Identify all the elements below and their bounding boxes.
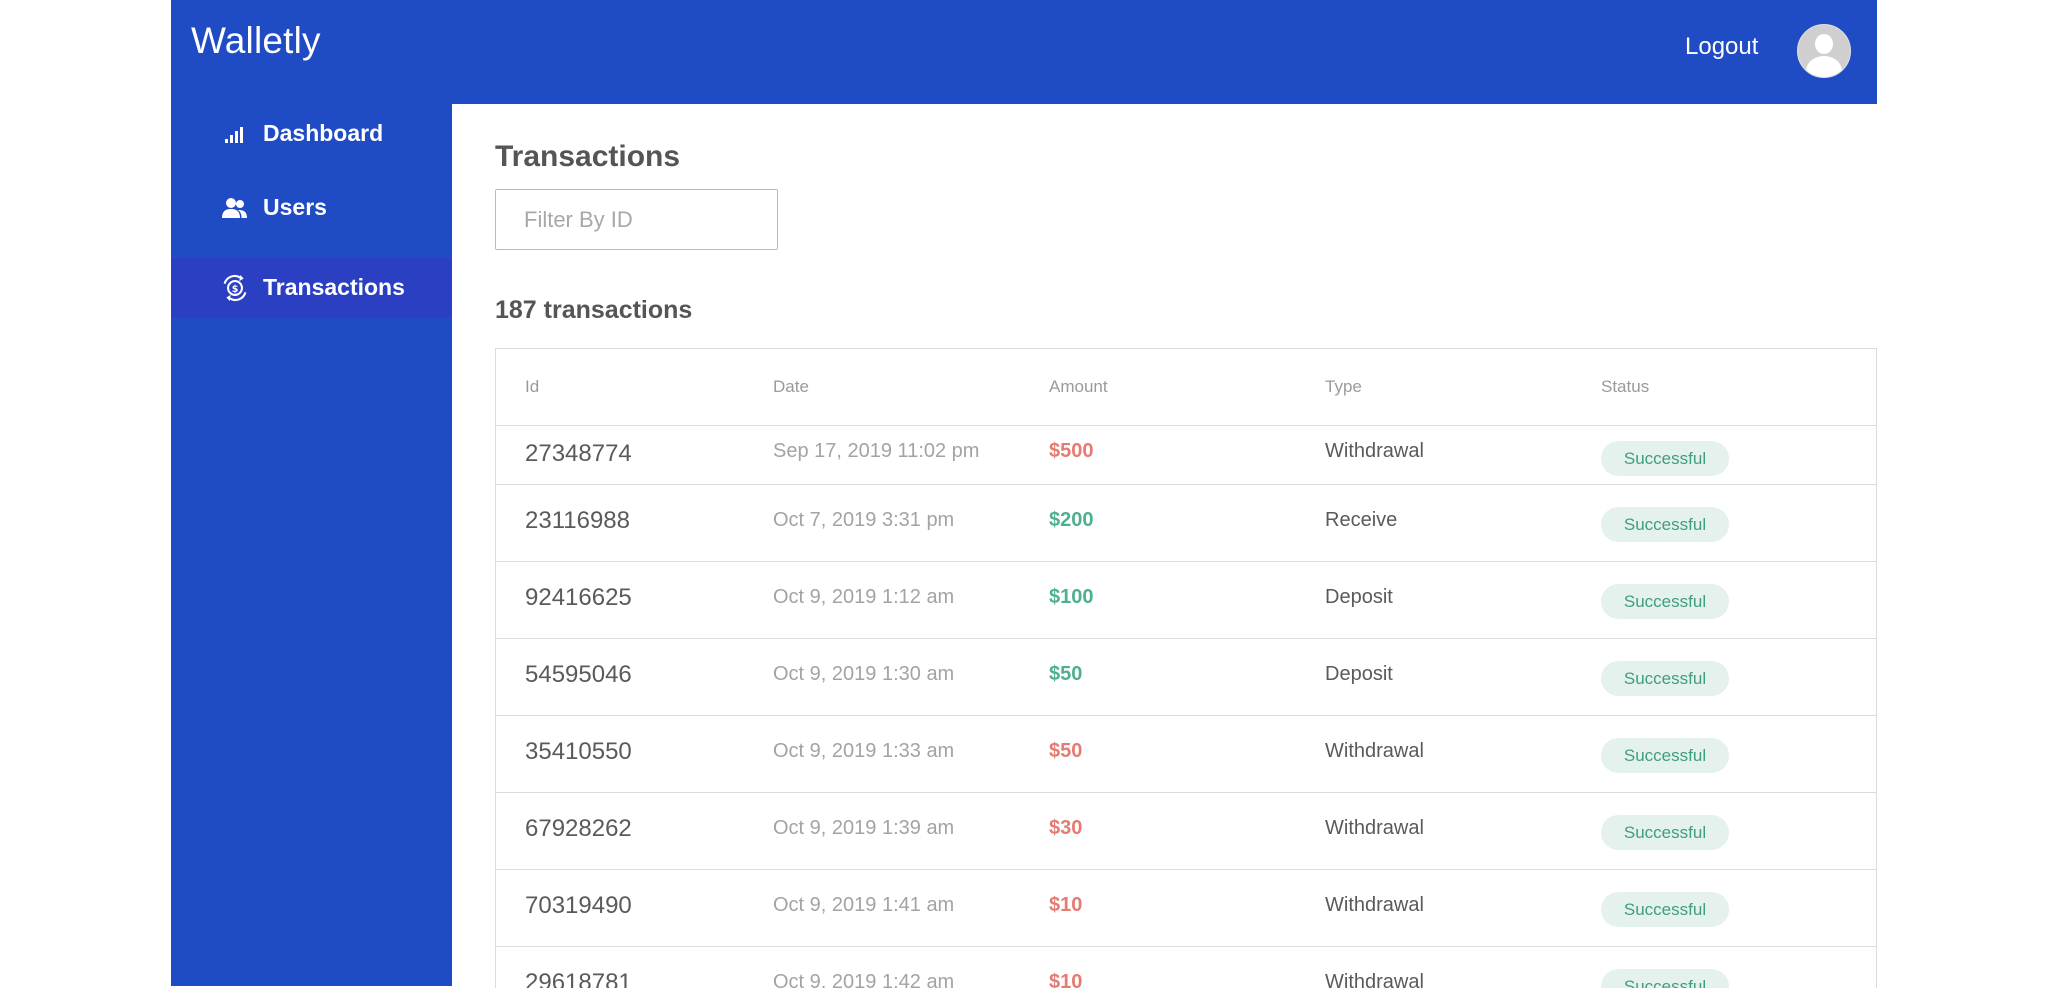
cell-type: Withdrawal	[1325, 817, 1424, 839]
brand-logo[interactable]: Walletly	[191, 20, 321, 61]
sidebar-item-label: Dashboard	[263, 120, 384, 146]
cell-date: Oct 7, 2019 3:31 pm	[773, 509, 955, 531]
users-icon	[222, 196, 248, 220]
status-badge: Successful	[1601, 738, 1729, 773]
cell-amount: $30	[1049, 817, 1083, 839]
column-header-date[interactable]: Date	[773, 377, 809, 396]
sidebar: Dashboard Users $	[171, 104, 452, 986]
cell-type: Deposit	[1325, 586, 1393, 608]
cell-amount: $10	[1049, 894, 1083, 916]
table-row[interactable]: 35410550 Oct 9, 2019 1:33 am $50 Withdra…	[496, 716, 1876, 793]
app-shell: Walletly Logout Dashboard	[171, 0, 1877, 988]
cell-type: Withdrawal	[1325, 971, 1424, 988]
transaction-count: 187 transactions	[495, 296, 693, 324]
table-row[interactable]: 23116988 Oct 7, 2019 3:31 pm $200 Receiv…	[496, 485, 1876, 562]
cell-id: 29618781	[525, 969, 632, 988]
cell-date: Oct 9, 2019 1:39 am	[773, 817, 955, 839]
cell-id: 70319490	[525, 892, 632, 919]
table-row[interactable]: 70319490 Oct 9, 2019 1:41 am $10 Withdra…	[496, 870, 1876, 947]
table-row[interactable]: 27348774 Sep 17, 2019 11:02 pm $500 With…	[496, 426, 1876, 485]
cell-id: 35410550	[525, 738, 632, 765]
sidebar-item-label: Users	[263, 194, 327, 220]
sidebar-item-users[interactable]: Users	[171, 178, 452, 238]
cell-type: Withdrawal	[1325, 894, 1424, 916]
column-header-id[interactable]: Id	[525, 377, 540, 396]
top-bar: Walletly Logout	[171, 0, 1877, 104]
status-badge: Successful	[1601, 969, 1729, 988]
cell-type: Withdrawal	[1325, 740, 1424, 762]
sidebar-item-dashboard[interactable]: Dashboard	[171, 104, 452, 164]
cell-type: Withdrawal	[1325, 440, 1424, 462]
avatar-body-shape	[1806, 56, 1842, 77]
cell-amount: $200	[1049, 509, 1094, 531]
status-badge: Successful	[1601, 584, 1729, 619]
cell-date: Sep 17, 2019 11:02 pm	[773, 440, 980, 462]
cell-amount: $100	[1049, 586, 1094, 608]
cell-amount: $50	[1049, 740, 1083, 762]
cell-amount: $500	[1049, 440, 1094, 462]
avatar[interactable]	[1797, 24, 1851, 78]
status-badge: Successful	[1601, 815, 1729, 850]
cell-type: Receive	[1325, 509, 1398, 531]
cell-id: 54595046	[525, 661, 632, 688]
sidebar-item-transactions[interactable]: $ Transactions	[171, 258, 452, 318]
status-badge: Successful	[1601, 441, 1729, 476]
cell-type: Deposit	[1325, 663, 1393, 685]
cell-id: 27348774	[525, 440, 632, 467]
table-header: Id Date Amount Type Status	[496, 349, 1876, 426]
cell-date: Oct 9, 2019 1:42 am	[773, 971, 955, 988]
money-exchange-icon: $	[222, 274, 248, 302]
status-badge: Successful	[1601, 507, 1729, 542]
svg-text:$: $	[232, 284, 239, 295]
table-row[interactable]: 29618781 Oct 9, 2019 1:42 am $10 Withdra…	[496, 947, 1876, 988]
cell-date: Oct 9, 2019 1:12 am	[773, 586, 955, 608]
avatar-head-shape	[1815, 34, 1833, 54]
column-header-type[interactable]: Type	[1325, 377, 1362, 396]
cell-id: 23116988	[525, 507, 630, 534]
status-badge: Successful	[1601, 661, 1729, 696]
table-row[interactable]: 54595046 Oct 9, 2019 1:30 am $50 Deposit…	[496, 639, 1876, 716]
cell-id: 67928262	[525, 815, 632, 842]
sidebar-item-label: Transactions	[263, 274, 405, 300]
page-title: Transactions	[495, 140, 681, 173]
cell-date: Oct 9, 2019 1:30 am	[773, 663, 955, 685]
column-header-amount[interactable]: Amount	[1049, 377, 1108, 396]
cell-date: Oct 9, 2019 1:41 am	[773, 894, 955, 916]
table-row[interactable]: 67928262 Oct 9, 2019 1:39 am $30 Withdra…	[496, 793, 1876, 870]
cell-date: Oct 9, 2019 1:33 am	[773, 740, 955, 762]
transactions-table: Id Date Amount Type Status 27348774 Sep …	[495, 348, 1877, 988]
filter-id-input[interactable]	[495, 189, 778, 250]
cell-id: 92416625	[525, 584, 632, 611]
main-content: Transactions 187 transactions Id Date Am…	[452, 104, 1877, 988]
cell-amount: $10	[1049, 971, 1083, 988]
status-badge: Successful	[1601, 892, 1729, 927]
signal-bars-icon	[222, 122, 248, 146]
logout-button[interactable]: Logout	[1685, 33, 1759, 60]
cell-amount: $50	[1049, 663, 1083, 685]
column-header-status[interactable]: Status	[1601, 377, 1650, 396]
table-row[interactable]: 92416625 Oct 9, 2019 1:12 am $100 Deposi…	[496, 562, 1876, 639]
